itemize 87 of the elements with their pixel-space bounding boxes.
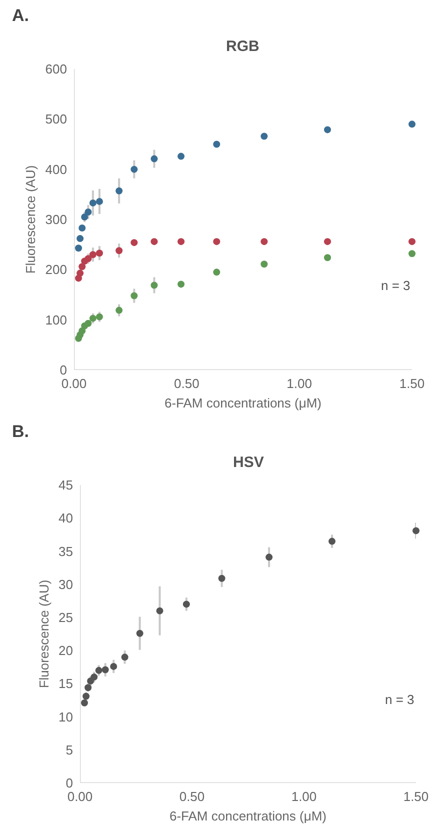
point [324,254,331,262]
point [408,238,416,246]
point [328,538,336,545]
y-tick-label: 100 [45,312,67,328]
chart-title: RGB [226,38,260,55]
chart-title: HSV [233,454,264,471]
point [150,155,158,162]
annotation: n = 3 [381,278,410,293]
point [75,244,82,252]
point [266,554,273,561]
point [116,306,123,314]
point [96,198,103,205]
y-tick-label: 15 [58,676,73,692]
y-tick-label: 300 [45,212,67,228]
point [121,654,128,661]
x-tick-label: 1.50 [403,789,429,804]
point [213,268,220,276]
point [260,132,268,140]
x-tick-label: 1.00 [286,376,312,391]
point [178,280,185,288]
y-tick-label: 200 [45,262,67,278]
point [150,282,158,289]
point [412,527,420,534]
point [84,320,92,327]
point [116,187,123,194]
x-axis-title: 6-FAM concentrations (μM) [164,396,322,411]
point [178,152,185,160]
point [96,313,103,320]
point [150,238,158,246]
point [260,238,268,246]
point [408,120,416,128]
x-axis-title: 6-FAM concentrations (μM) [169,808,327,824]
text: B. [12,422,29,441]
y-tick-label: 400 [45,162,67,177]
point [260,260,268,268]
point [116,247,123,254]
point [89,251,96,258]
text: A. [12,6,29,25]
point [130,239,138,246]
point [78,224,86,232]
point [218,574,226,582]
annotation: n = 3 [385,692,414,707]
point [324,126,331,134]
point [84,255,92,262]
y-tick-label: 600 [45,62,67,77]
point [408,250,416,258]
point [76,270,84,277]
point [95,666,102,674]
y-axis-title: Fluorescence (AU) [36,580,52,688]
point [130,166,138,173]
point [182,600,190,608]
x-tick-label: 1.50 [399,376,425,391]
point [213,238,220,246]
y-tick-label: 10 [58,709,73,724]
x-tick-label: 0.00 [61,376,87,391]
y-tick-label: 20 [58,643,73,658]
x-tick-label: 0.50 [179,789,205,804]
y-tick-label: 0 [66,776,73,791]
point [78,327,86,334]
x-tick-label: 0.00 [67,789,93,804]
y-tick-label: 30 [58,576,73,592]
y-tick-label: 35 [58,544,73,559]
point [136,630,144,637]
point [90,674,98,681]
point [89,199,96,206]
point [110,662,118,670]
point [156,607,164,614]
point [78,263,86,270]
point [324,238,331,246]
point [84,208,92,216]
point [102,666,109,674]
point [76,235,84,242]
y-tick-label: 45 [58,478,73,493]
point [213,140,220,148]
point [96,250,103,257]
y-tick-label: 500 [45,112,67,127]
y-tick-label: 5 [66,742,73,758]
point [130,292,138,300]
y-tick-label: 40 [58,510,73,526]
x-tick-label: 1.00 [291,789,317,804]
y-tick-label: 0 [60,362,67,378]
x-tick-label: 0.50 [174,376,200,391]
y-axis-title: Fluorescence (AU) [23,165,38,274]
point [178,238,185,246]
y-tick-label: 25 [58,610,73,625]
point [81,213,88,220]
point [89,314,96,322]
